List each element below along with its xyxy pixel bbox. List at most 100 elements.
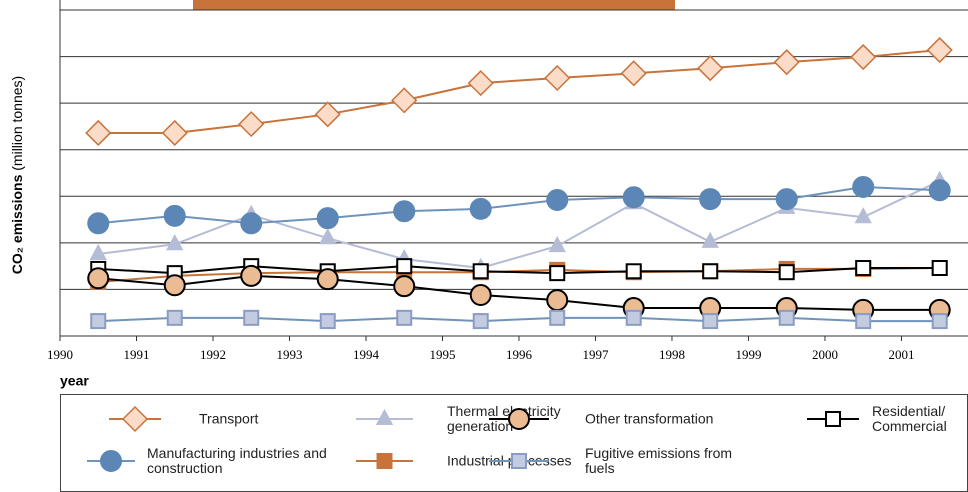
x-tick-label: 1993 xyxy=(276,347,302,362)
marker xyxy=(90,313,107,330)
x-tick-label: 2001 xyxy=(888,347,914,362)
marker xyxy=(467,70,494,97)
legend-symbol xyxy=(489,453,549,469)
marker xyxy=(625,263,642,280)
marker xyxy=(472,313,489,330)
legend-label: Manufacturing industries and constructio… xyxy=(147,445,327,476)
marker xyxy=(238,111,265,138)
marker xyxy=(472,263,489,280)
marker xyxy=(852,175,875,198)
marker xyxy=(393,275,416,298)
legend: Transport Manufacturing industries and co… xyxy=(60,394,968,492)
marker xyxy=(87,267,110,290)
marker xyxy=(548,236,566,253)
marker xyxy=(163,204,186,227)
marker xyxy=(931,313,948,330)
x-tick-label: 1990 xyxy=(47,347,73,362)
marker xyxy=(773,49,800,76)
x-tick-label: 1997 xyxy=(582,347,609,362)
marker xyxy=(778,264,795,281)
marker xyxy=(697,55,724,82)
marker xyxy=(699,188,722,211)
marker xyxy=(314,101,341,128)
marker xyxy=(778,309,795,326)
marker xyxy=(396,258,413,275)
marker xyxy=(469,197,492,220)
marker xyxy=(549,309,566,326)
series-line xyxy=(98,49,940,134)
marker xyxy=(926,36,953,64)
y-axis-label-unit: (million tonnes) xyxy=(9,76,25,171)
marker xyxy=(316,207,339,230)
x-tick-label: 1995 xyxy=(429,347,455,362)
marker xyxy=(549,265,566,282)
marker xyxy=(702,263,719,280)
chart: CO₂ emissions (million tonnes) year 1990… xyxy=(9,0,968,389)
series-line xyxy=(98,265,940,275)
marker xyxy=(240,212,263,235)
title-banner xyxy=(193,0,675,10)
marker xyxy=(391,87,418,114)
marker xyxy=(100,450,122,472)
marker xyxy=(850,43,877,71)
x-tick-label: 1996 xyxy=(506,347,533,362)
marker xyxy=(375,408,394,425)
marker xyxy=(316,268,339,291)
x-axis-label: year xyxy=(60,373,89,389)
marker xyxy=(854,207,872,224)
legend-symbol xyxy=(807,411,859,427)
marker xyxy=(85,119,112,147)
marker xyxy=(166,309,183,326)
x-tick-label: 2000 xyxy=(812,347,838,362)
legend-label: Residential/ Commercial xyxy=(872,403,947,434)
y-axis-label: CO₂ emissions (million tonnes) xyxy=(9,76,25,274)
marker xyxy=(855,313,872,330)
series-line xyxy=(98,185,940,225)
marker xyxy=(625,309,642,326)
marker xyxy=(546,189,569,212)
y-axis-label-main: CO₂ emissions xyxy=(9,174,25,274)
marker xyxy=(89,243,107,261)
marker xyxy=(775,188,798,211)
marker xyxy=(469,284,492,307)
legend-label: Thermal electricity generation xyxy=(447,403,561,434)
marker xyxy=(161,119,188,147)
marker xyxy=(855,260,872,277)
marker xyxy=(163,274,186,297)
legend-label: Fugitive emissions from fuels xyxy=(585,445,733,476)
x-tick-label: 1991 xyxy=(123,347,149,362)
marker xyxy=(319,313,336,330)
marker xyxy=(511,453,527,469)
x-tick-label: 1999 xyxy=(735,347,761,362)
marker xyxy=(376,453,393,469)
marker xyxy=(508,408,530,430)
marker xyxy=(622,186,645,209)
marker xyxy=(240,264,263,287)
marker xyxy=(393,200,416,223)
series-line xyxy=(98,267,940,283)
x-tick-label: 1998 xyxy=(659,347,685,362)
series-line xyxy=(98,180,941,270)
marker xyxy=(825,411,841,427)
marker xyxy=(87,212,110,235)
marker xyxy=(396,309,413,326)
marker xyxy=(931,260,948,277)
legend-label: Transport xyxy=(199,410,259,427)
legend-symbol xyxy=(356,408,413,425)
legend-symbol xyxy=(489,408,549,430)
x-tick-label: 1994 xyxy=(353,347,380,362)
x-tick-label: 1992 xyxy=(200,347,226,362)
marker xyxy=(928,179,951,202)
marker xyxy=(546,289,569,312)
marker xyxy=(701,231,719,248)
legend-symbol xyxy=(356,453,413,469)
marker xyxy=(121,405,149,433)
legend-symbol xyxy=(109,405,161,433)
marker xyxy=(544,64,571,92)
series-line xyxy=(98,316,940,323)
legend-symbol xyxy=(87,450,135,472)
marker xyxy=(620,60,647,87)
marker xyxy=(243,309,260,326)
marker xyxy=(166,234,184,251)
